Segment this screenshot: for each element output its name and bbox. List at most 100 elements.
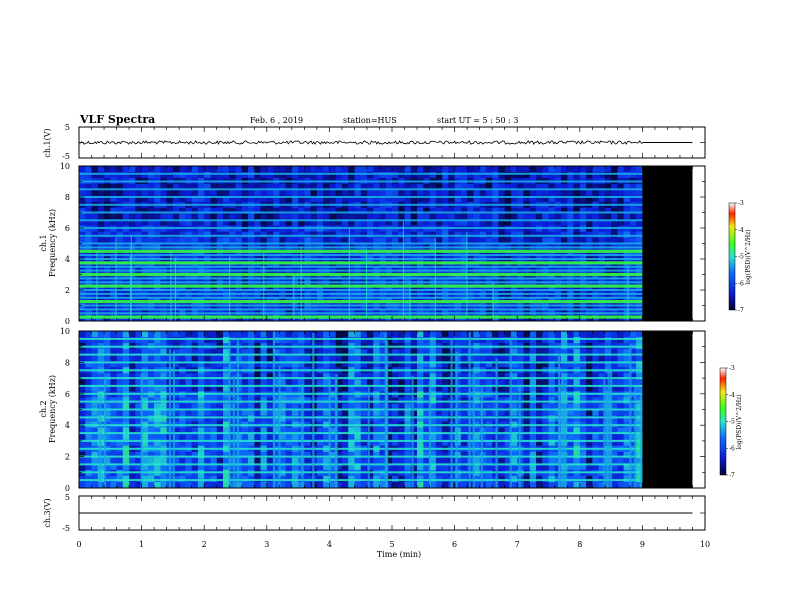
spectrogram-cell	[485, 183, 493, 191]
spectrogram-cell	[373, 385, 380, 392]
spectrogram-cell	[316, 409, 324, 416]
spectrogram-cell	[567, 172, 574, 179]
spectrogram-cell	[197, 451, 205, 459]
spectrogram-cell	[479, 195, 487, 203]
spectrogram-cell	[473, 451, 481, 459]
spectrogram-cell	[410, 273, 418, 280]
spectrogram-cell	[398, 482, 405, 489]
spectrogram-cell	[429, 166, 437, 173]
spectrogram-cell	[410, 433, 418, 441]
spectrogram-cell	[373, 403, 380, 410]
spectrogram-cell	[373, 285, 380, 292]
spectrogram-cell	[310, 219, 318, 227]
spectrogram-cell	[254, 415, 261, 422]
spectrogram-cell	[79, 166, 86, 173]
spectrogram-cell	[410, 331, 418, 338]
spectrogram-cell	[354, 183, 362, 191]
spectrogram-cell	[223, 219, 230, 227]
spectrogram-cell	[404, 379, 412, 386]
spectrogram-cell	[260, 427, 268, 434]
spectrogram-cell	[536, 213, 543, 221]
spectrogram-cell	[392, 207, 399, 215]
spectrogram-cell	[435, 397, 443, 404]
spectrogram-cell	[554, 183, 562, 191]
spectrogram-cell	[404, 207, 412, 215]
spectrogram-cell	[285, 189, 293, 197]
spectrogram-cell	[216, 373, 224, 380]
spectrogram-cell	[179, 373, 186, 380]
spectrogram-cell	[316, 475, 324, 483]
spectrogram-cell	[122, 273, 130, 280]
date-label: Feb. 6 , 2019	[250, 116, 303, 125]
spectrogram-cell	[636, 195, 643, 203]
spectrogram-cell	[273, 166, 280, 173]
spectrogram-cell	[423, 415, 430, 422]
spectrogram-cell	[266, 427, 274, 434]
spectrogram-cell	[385, 219, 393, 227]
spectrogram-cell	[536, 207, 543, 215]
spectrogram-cell	[454, 457, 462, 465]
spectrogram-cell	[160, 349, 168, 356]
spectrogram-cell	[154, 475, 161, 483]
spectrogram-cell	[529, 385, 537, 392]
spectrogram-cell	[354, 172, 362, 179]
spectrogram-cell	[91, 457, 99, 465]
spectrogram-cell	[285, 349, 293, 356]
spectrogram-cell	[592, 261, 599, 268]
spectrogram-cell	[341, 385, 349, 392]
spectrogram-cell	[335, 457, 343, 465]
spectrogram-cell	[611, 331, 618, 338]
spectrogram-cell	[623, 273, 631, 280]
spectrogram-cell	[567, 463, 574, 471]
spectrogram-cell	[592, 213, 599, 221]
spectrogram-cell	[373, 166, 380, 173]
spectrogram-cell	[629, 261, 637, 268]
spectrogram-cell	[91, 189, 99, 197]
spectrogram-cell	[216, 451, 224, 459]
spectrogram-cell	[185, 373, 193, 380]
spectrogram-cell	[166, 183, 174, 191]
spectrogram-cell	[341, 439, 349, 447]
spectrogram-cell	[548, 219, 556, 227]
spectrogram-cell	[279, 451, 286, 459]
spectrogram-cell	[235, 207, 243, 215]
spectrogram-cell	[335, 475, 343, 483]
spectrogram-cell	[85, 189, 92, 197]
spectrogram-cell	[554, 172, 562, 179]
spectrogram-cell	[423, 433, 430, 441]
spectrogram-cell	[97, 373, 105, 380]
spectrogram-cell	[135, 403, 142, 410]
spectrogram-cell	[617, 361, 625, 368]
spectrogram-cell	[129, 337, 136, 344]
spectrogram-cell	[241, 415, 249, 422]
spectrogram-cell	[210, 457, 218, 465]
spectrogram-cell	[147, 331, 155, 338]
spectrogram-cell	[129, 237, 136, 244]
spectrogram-cell	[567, 349, 574, 356]
spectrogram-cell	[310, 273, 318, 280]
spectrogram-cell	[467, 189, 474, 197]
spectrogram-cell	[341, 166, 349, 173]
spectrogram-cell	[529, 427, 537, 434]
spectrogram-cell	[204, 166, 211, 173]
spectrogram-cell	[435, 166, 443, 173]
spectrogram-cell	[85, 172, 92, 179]
spectrogram-cell	[398, 439, 405, 447]
spectrogram-cell	[392, 237, 399, 244]
spectrogram-cell	[279, 331, 286, 338]
spectrogram-cell	[504, 207, 512, 215]
spectrogram-cell	[104, 189, 111, 197]
spectrogram-cell	[454, 373, 462, 380]
spectrogram-cell	[210, 189, 218, 197]
spectrogram-cell	[154, 189, 161, 197]
spectrogram-cell	[191, 451, 199, 459]
spectrogram-cell	[479, 166, 487, 173]
spectrogram-cell	[135, 189, 142, 197]
spectrogram-cell	[185, 213, 193, 221]
spectrogram-cell	[154, 172, 161, 179]
spectrogram-cell	[485, 403, 493, 410]
spectrogram-cell	[116, 379, 124, 386]
spectrogram-cell	[323, 385, 330, 392]
spectrogram-cell	[116, 273, 124, 280]
spectrogram-cell	[116, 349, 124, 356]
